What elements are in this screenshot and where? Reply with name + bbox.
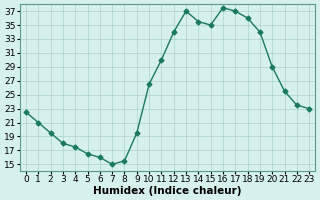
X-axis label: Humidex (Indice chaleur): Humidex (Indice chaleur) xyxy=(93,186,242,196)
